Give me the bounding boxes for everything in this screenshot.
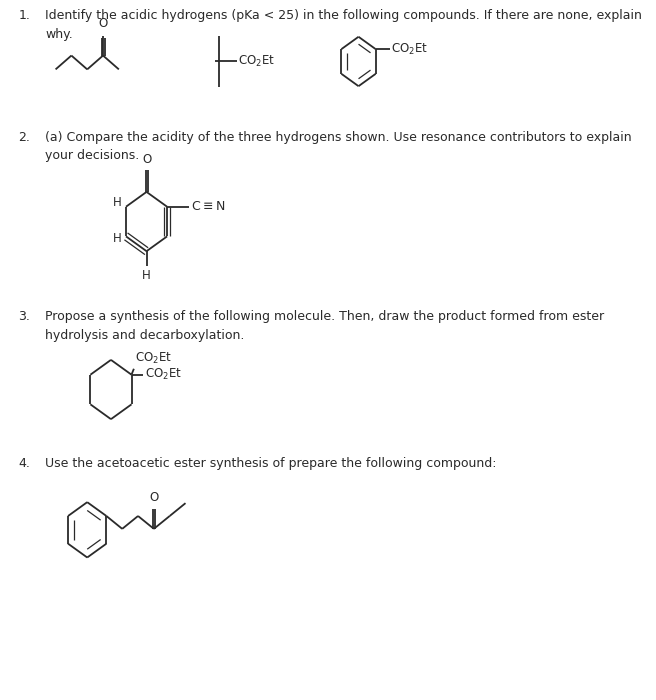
Text: why.: why.	[45, 28, 73, 41]
Text: (a) Compare the acidity of the three hydrogens shown. Use resonance contributors: (a) Compare the acidity of the three hyd…	[45, 131, 632, 144]
Text: 2.: 2.	[18, 131, 30, 144]
Text: H: H	[113, 196, 122, 209]
Text: 3.: 3.	[18, 311, 30, 323]
Text: $\mathrm{CO_2Et}$: $\mathrm{CO_2Et}$	[134, 351, 172, 366]
Text: H: H	[142, 269, 151, 282]
Text: Use the acetoacetic ester synthesis of prepare the following compound:: Use the acetoacetic ester synthesis of p…	[45, 456, 497, 470]
Text: O: O	[98, 17, 108, 30]
Text: $\mathrm{CO_2Et}$: $\mathrm{CO_2Et}$	[238, 54, 276, 69]
Text: $\mathrm{CO_2Et}$: $\mathrm{CO_2Et}$	[145, 368, 182, 382]
Text: hydrolysis and decarboxylation.: hydrolysis and decarboxylation.	[45, 329, 245, 342]
Text: 4.: 4.	[18, 456, 30, 470]
Text: $\mathrm{CO_2Et}$: $\mathrm{CO_2Et}$	[392, 41, 428, 57]
Text: your decisions.: your decisions.	[45, 149, 140, 162]
Text: 1.: 1.	[18, 9, 30, 22]
Text: Propose a synthesis of the following molecule. Then, draw the product formed fro: Propose a synthesis of the following mol…	[45, 311, 604, 323]
Text: O: O	[142, 153, 151, 166]
Text: Identify the acidic hydrogens (pKa < 25) in the following compounds. If there ar: Identify the acidic hydrogens (pKa < 25)…	[45, 9, 642, 22]
Text: H: H	[113, 232, 122, 245]
Text: $\mathrm{C{\equiv}N}$: $\mathrm{C{\equiv}N}$	[191, 200, 225, 214]
Text: O: O	[149, 491, 159, 504]
